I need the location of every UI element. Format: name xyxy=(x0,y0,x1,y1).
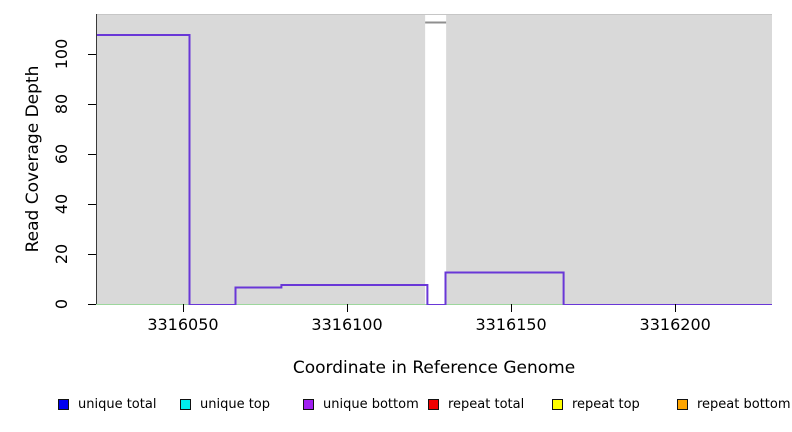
y-axis-line xyxy=(96,14,97,304)
y-tick-label: 0 xyxy=(52,298,71,310)
legend-swatch-icon xyxy=(180,399,191,410)
legend-item: repeat top xyxy=(552,398,640,411)
x-tick-label: 3316150 xyxy=(475,315,547,334)
legend-swatch-icon xyxy=(552,399,563,410)
legend-item: unique bottom xyxy=(303,398,419,411)
x-tick-mark xyxy=(511,304,513,312)
x-tick-mark xyxy=(182,304,184,312)
y-tick-mark xyxy=(88,204,96,205)
legend-item: repeat bottom xyxy=(677,398,791,411)
legend-label: repeat bottom xyxy=(697,397,791,412)
y-tick-label: 60 xyxy=(52,143,71,165)
legend-item: repeat total xyxy=(428,398,524,411)
masked-region-band xyxy=(425,15,447,305)
plot-area xyxy=(96,14,772,305)
y-tick-mark xyxy=(88,304,96,305)
x-axis-title: Coordinate in Reference Genome xyxy=(292,358,576,378)
legend-label: unique total xyxy=(78,397,157,412)
x-tick-mark xyxy=(347,304,349,312)
legend-item: unique top xyxy=(180,398,270,411)
legend-label: repeat total xyxy=(448,397,525,412)
y-tick-label: 40 xyxy=(52,193,71,215)
y-tick-mark xyxy=(88,254,96,255)
x-tick-label: 3316100 xyxy=(311,315,383,334)
x-tick-label: 3316200 xyxy=(639,315,711,334)
legend-swatch-icon xyxy=(677,399,688,410)
y-tick-label: 100 xyxy=(52,38,71,70)
legend-label: repeat top xyxy=(572,397,640,412)
y-tick-mark xyxy=(88,154,96,155)
legend-swatch-icon xyxy=(303,399,314,410)
y-tick-mark xyxy=(88,104,96,105)
legend-label: unique top xyxy=(200,397,271,412)
legend-swatch-icon xyxy=(58,399,69,410)
unique-coverage-step-line xyxy=(96,34,772,305)
x-tick-label: 3316050 xyxy=(147,315,219,334)
y-tick-mark xyxy=(88,54,96,55)
coverage-step-plot xyxy=(96,15,772,305)
x-tick-mark xyxy=(675,304,677,312)
y-tick-label: 20 xyxy=(52,243,71,265)
legend-item: unique total xyxy=(58,398,156,411)
y-tick-label: 80 xyxy=(52,93,71,115)
y-axis-title: Read Coverage Depth xyxy=(23,65,43,253)
legend-label: unique bottom xyxy=(323,397,419,412)
legend-swatch-icon xyxy=(428,399,439,410)
